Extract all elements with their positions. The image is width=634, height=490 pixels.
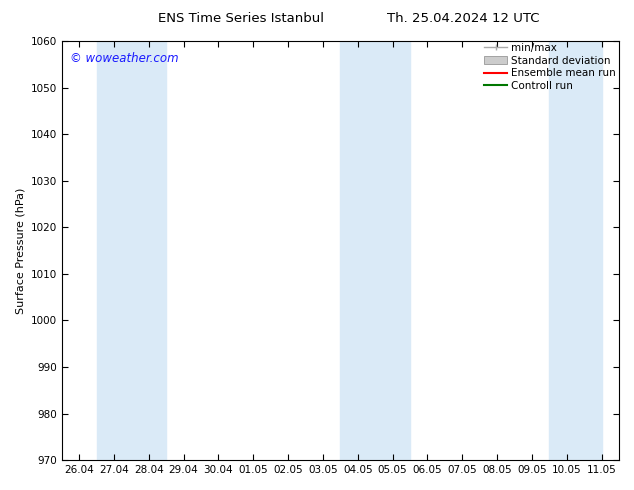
Y-axis label: Surface Pressure (hPa): Surface Pressure (hPa) xyxy=(15,187,25,314)
Bar xyxy=(340,41,410,460)
Text: Th. 25.04.2024 12 UTC: Th. 25.04.2024 12 UTC xyxy=(387,12,539,25)
Bar xyxy=(549,41,602,460)
Text: © woweather.com: © woweather.com xyxy=(70,51,179,65)
Text: ENS Time Series Istanbul: ENS Time Series Istanbul xyxy=(158,12,324,25)
Bar xyxy=(96,41,166,460)
Legend: min/max, Standard deviation, Ensemble mean run, Controll run: min/max, Standard deviation, Ensemble me… xyxy=(484,43,616,91)
